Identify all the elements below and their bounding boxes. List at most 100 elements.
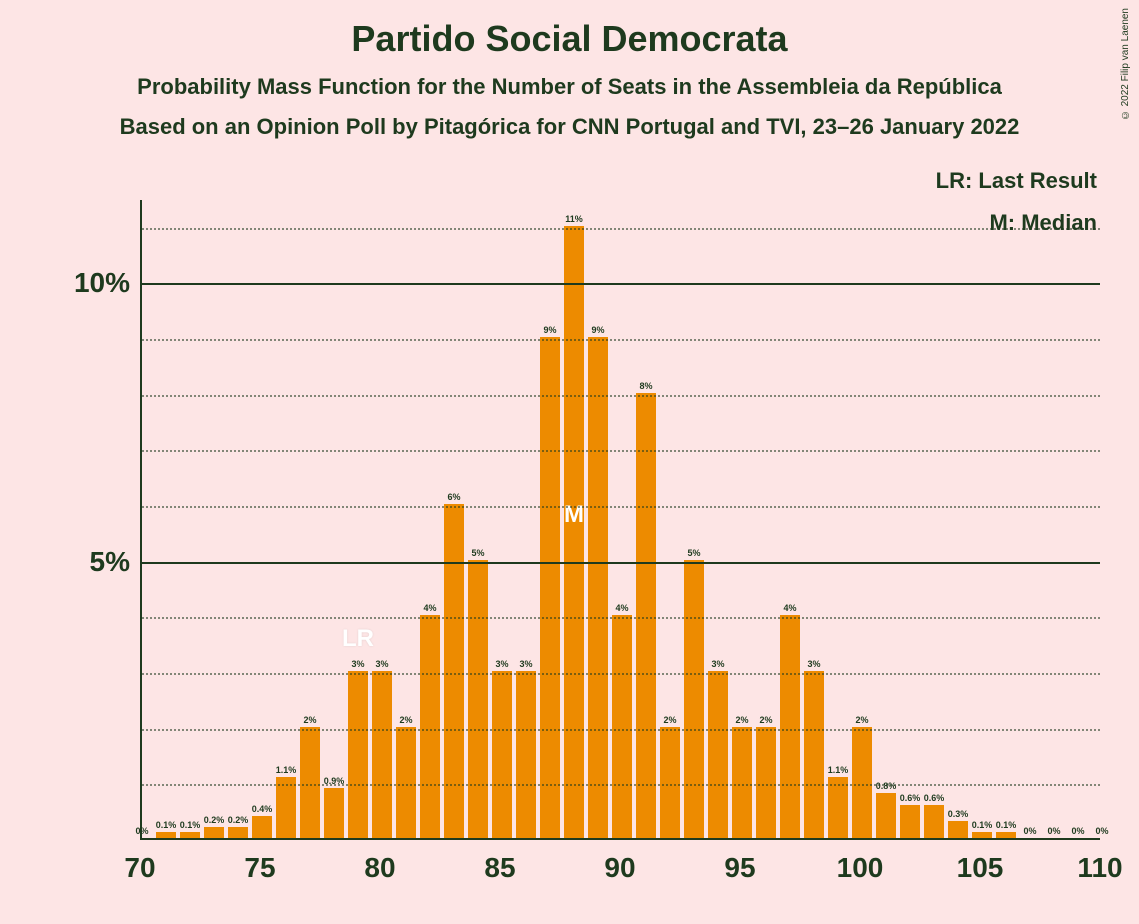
- gridline-minor: [142, 339, 1100, 341]
- bar-value-label: 2%: [756, 715, 776, 727]
- bar: 5%: [468, 560, 488, 838]
- bar: 0.1%: [156, 832, 176, 838]
- bar-value-label: 9%: [540, 325, 560, 337]
- chart-area: 5%10% 0%0.1%0.1%0.2%0.2%0.4%1.1%2%0.9%3%…: [60, 200, 1120, 900]
- bar-value-label: 2%: [660, 715, 680, 727]
- x-axis-tick-label: 80: [364, 852, 395, 884]
- bar: 6%: [444, 504, 464, 838]
- bar-value-label: 0%: [1020, 826, 1040, 838]
- bar: 2%: [396, 727, 416, 838]
- bar: 3%: [348, 671, 368, 838]
- gridline-minor: [142, 784, 1100, 786]
- bar: 9%: [588, 337, 608, 838]
- bar: 0.2%: [228, 827, 248, 838]
- bar: 4%: [612, 615, 632, 838]
- bar-value-label: 2%: [852, 715, 872, 727]
- gridline-minor: [142, 617, 1100, 619]
- y-axis-tick-label: 5%: [90, 546, 130, 578]
- bar-value-label: 2%: [300, 715, 320, 727]
- bar: 9%: [540, 337, 560, 838]
- gridline-minor: [142, 729, 1100, 731]
- bar: 0.1%: [972, 832, 992, 838]
- bar: 3%: [372, 671, 392, 838]
- bar: 3%: [804, 671, 824, 838]
- bar: 2%: [660, 727, 680, 838]
- last-result-marker: LR: [342, 625, 374, 653]
- gridline-minor: [142, 228, 1100, 230]
- bar-value-label: 0%: [132, 826, 152, 838]
- plot-area: 0%0.1%0.1%0.2%0.2%0.4%1.1%2%0.9%3%3%2%4%…: [140, 200, 1100, 840]
- gridline-major: [142, 562, 1100, 564]
- bar-value-label: 2%: [732, 715, 752, 727]
- bar-value-label: 2%: [396, 715, 416, 727]
- bar-value-label: 0%: [1068, 826, 1088, 838]
- bar: 0.6%: [924, 805, 944, 838]
- bar-value-label: 5%: [468, 548, 488, 560]
- bar-value-label: 0.2%: [228, 815, 248, 827]
- bar-value-label: 5%: [684, 548, 704, 560]
- bar-value-label: 4%: [780, 603, 800, 615]
- bar-value-label: 0.1%: [996, 820, 1016, 832]
- x-axis-tick-label: 85: [484, 852, 515, 884]
- bar: 3%: [492, 671, 512, 838]
- chart-title: Partido Social Democrata: [0, 0, 1139, 60]
- x-axis-tick-label: 75: [244, 852, 275, 884]
- bar-value-label: 0.3%: [948, 809, 968, 821]
- bar-value-label: 0.6%: [900, 793, 920, 805]
- bar: 3%: [708, 671, 728, 838]
- bar: 8%: [636, 393, 656, 838]
- bar: 0.6%: [900, 805, 920, 838]
- bar: 0.8%: [876, 793, 896, 838]
- x-axis-tick-label: 110: [1077, 852, 1122, 884]
- bar: 4%: [780, 615, 800, 838]
- bar-value-label: 0.1%: [180, 820, 200, 832]
- bar: 4%: [420, 615, 440, 838]
- bars-container: 0%0.1%0.1%0.2%0.2%0.4%1.1%2%0.9%3%3%2%4%…: [142, 200, 1100, 838]
- gridline-minor: [142, 506, 1100, 508]
- x-axis-labels: 707580859095100105110: [140, 846, 1100, 886]
- gridline-major: [142, 283, 1100, 285]
- bar-value-label: 9%: [588, 325, 608, 337]
- bar: 0.9%: [324, 788, 344, 838]
- bar: 0.3%: [948, 821, 968, 838]
- gridline-minor: [142, 450, 1100, 452]
- bar: 0.1%: [996, 832, 1016, 838]
- bar-value-label: 1.1%: [276, 765, 296, 777]
- bar: 5%: [684, 560, 704, 838]
- bar-value-label: 1.1%: [828, 765, 848, 777]
- bar-value-label: 11%: [564, 214, 584, 226]
- x-axis-tick-label: 100: [837, 852, 884, 884]
- bar-value-label: 0.4%: [252, 804, 272, 816]
- copyright-text: © 2022 Filip van Laenen: [1120, 8, 1131, 120]
- legend-lr: LR: Last Result: [936, 168, 1097, 194]
- bar: 2%: [852, 727, 872, 838]
- x-axis-tick-label: 95: [724, 852, 755, 884]
- y-axis-labels: 5% 10%: [60, 200, 140, 840]
- bar: 0.2%: [204, 827, 224, 838]
- bar-value-label: 4%: [420, 603, 440, 615]
- gridline-minor: [142, 673, 1100, 675]
- bar-value-label: 8%: [636, 381, 656, 393]
- bar-value-label: 3%: [348, 659, 368, 671]
- y-axis-tick-label: 10%: [74, 267, 130, 299]
- x-axis-tick-label: 105: [957, 852, 1004, 884]
- chart-subtitle-2: Based on an Opinion Poll by Pitagórica f…: [0, 100, 1139, 140]
- bar-value-label: 3%: [708, 659, 728, 671]
- bar-value-label: 0.1%: [156, 820, 176, 832]
- bar-value-label: 0.8%: [876, 781, 896, 793]
- bar: 2%: [300, 727, 320, 838]
- bar: 2%: [732, 727, 752, 838]
- chart-subtitle-1: Probability Mass Function for the Number…: [0, 60, 1139, 100]
- gridline-minor: [142, 395, 1100, 397]
- bar-value-label: 3%: [804, 659, 824, 671]
- bar-value-label: 0%: [1044, 826, 1064, 838]
- bar: 3%: [516, 671, 536, 838]
- bar-value-label: 3%: [492, 659, 512, 671]
- bar: 0.4%: [252, 816, 272, 838]
- bar-value-label: 0%: [1092, 826, 1112, 838]
- bar: 0.1%: [180, 832, 200, 838]
- bar-value-label: 3%: [372, 659, 392, 671]
- bar-value-label: 0.1%: [972, 820, 992, 832]
- bar-value-label: 3%: [516, 659, 536, 671]
- x-axis-tick-label: 70: [124, 852, 155, 884]
